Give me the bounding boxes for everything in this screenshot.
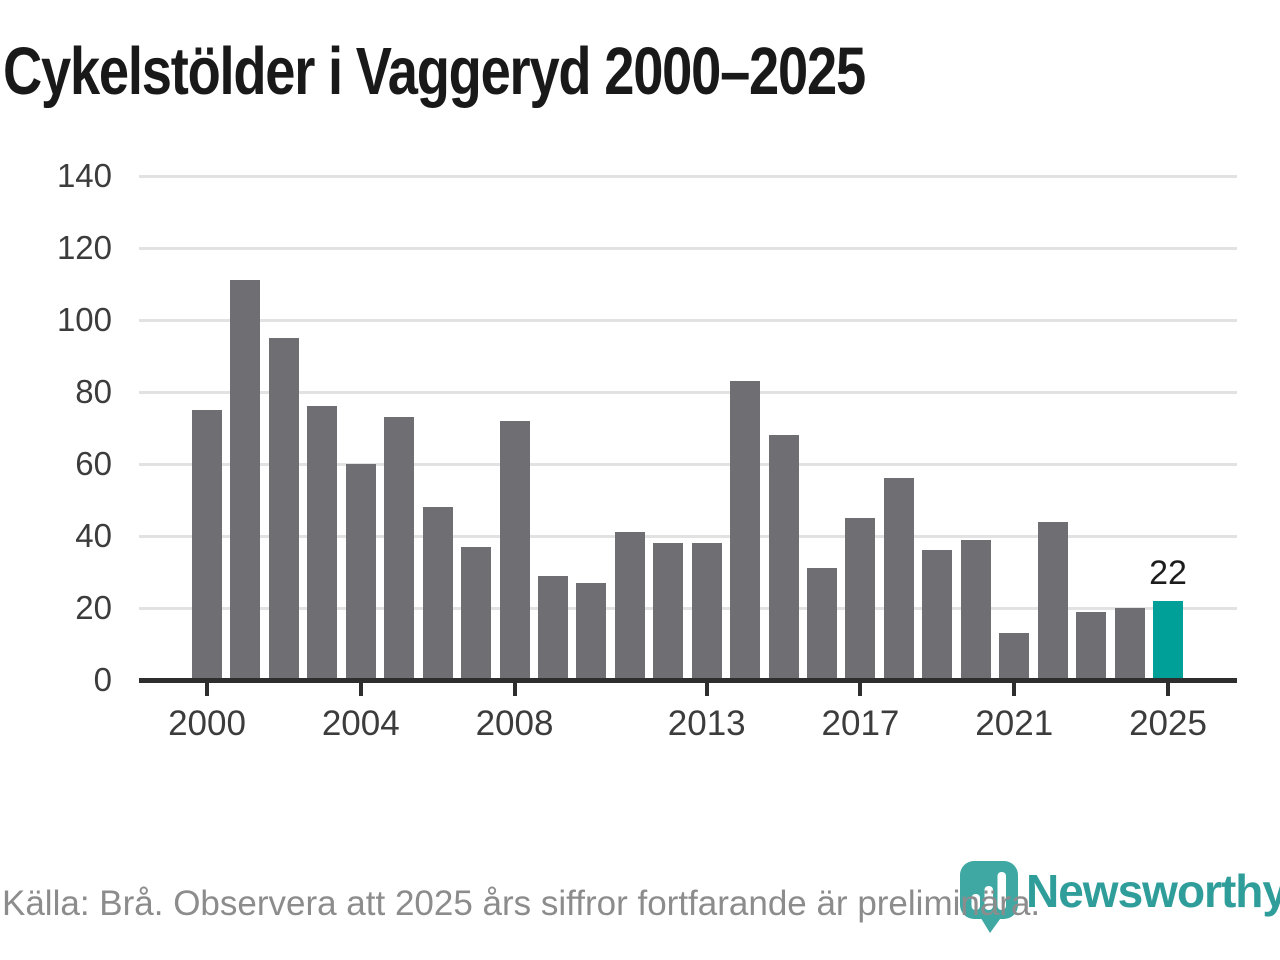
x-tick-2013: [704, 682, 709, 696]
x-tick-2000: [205, 682, 209, 696]
y-axis-label-100: 100: [56, 301, 112, 338]
bar-2012: [653, 543, 684, 680]
gridline-80: [139, 390, 1237, 394]
gridline-140: [139, 174, 1237, 178]
x-axis-line: [139, 677, 1237, 683]
bar-2014: [730, 381, 761, 680]
bar-2013: [691, 543, 722, 680]
bar-2015: [768, 435, 799, 680]
x-tick-2025: [1166, 682, 1170, 696]
x-axis-label-2004: 2004: [321, 704, 400, 743]
y-axis-label-20: 20: [75, 589, 112, 626]
bar-2004: [345, 464, 376, 680]
bar-2000: [192, 410, 222, 680]
bar-2003: [307, 406, 338, 680]
y-axis-label-80: 80: [75, 373, 112, 410]
bar-2017: [845, 518, 876, 680]
gridline-60: [139, 462, 1237, 466]
gridline-20: [139, 606, 1237, 610]
x-axis-label-2008: 2008: [475, 704, 554, 743]
bar-2025: [1153, 600, 1183, 680]
bar-2010: [576, 582, 607, 680]
bar-2009: [537, 575, 568, 680]
x-axis-label-2013: 2013: [667, 704, 746, 743]
bar-2007: [461, 546, 492, 680]
x-tick-2021: [1012, 682, 1017, 696]
bar-2006: [422, 507, 453, 680]
x-axis-label-2021: 2021: [975, 704, 1054, 743]
bar-2018: [883, 478, 914, 680]
newsworthy-logo-icon: [960, 861, 1018, 933]
y-axis-label-120: 120: [56, 229, 112, 266]
y-axis-label-140: 140: [56, 157, 112, 194]
newsworthy-logo-text: Newsworthy: [1026, 865, 1280, 917]
gridline-40: [139, 534, 1237, 538]
bar-2024: [1114, 608, 1145, 680]
bar-2016: [807, 568, 838, 680]
bar-2020: [960, 539, 991, 680]
chart-title: Cykelstölder i Vaggeryd 2000–2025: [3, 34, 866, 109]
x-axis-label-2017: 2017: [821, 704, 900, 743]
bar-2008: [499, 420, 530, 680]
x-tick-2008: [512, 682, 517, 696]
source-note: Källa: Brå. Observera att 2025 års siffr…: [2, 884, 1041, 923]
bar-2021: [999, 633, 1030, 680]
bar-2019: [922, 550, 953, 680]
y-axis-label-0: 0: [93, 661, 112, 698]
x-axis-label-2000: 2000: [168, 704, 246, 743]
gridline-120: [139, 246, 1237, 250]
bar-2005: [384, 417, 415, 680]
highlight-value-label: 22: [1149, 553, 1187, 592]
bar-2023: [1076, 611, 1107, 680]
x-tick-2017: [858, 682, 863, 696]
y-axis-label-60: 60: [75, 445, 112, 482]
bar-2002: [268, 338, 299, 680]
x-axis-label-2025: 2025: [1129, 704, 1207, 743]
bar-2011: [614, 532, 645, 680]
x-tick-2004: [358, 682, 363, 696]
y-axis-label-40: 40: [75, 517, 112, 554]
bar-2022: [1037, 521, 1068, 680]
bar-2001: [230, 280, 261, 680]
gridline-100: [139, 318, 1237, 322]
